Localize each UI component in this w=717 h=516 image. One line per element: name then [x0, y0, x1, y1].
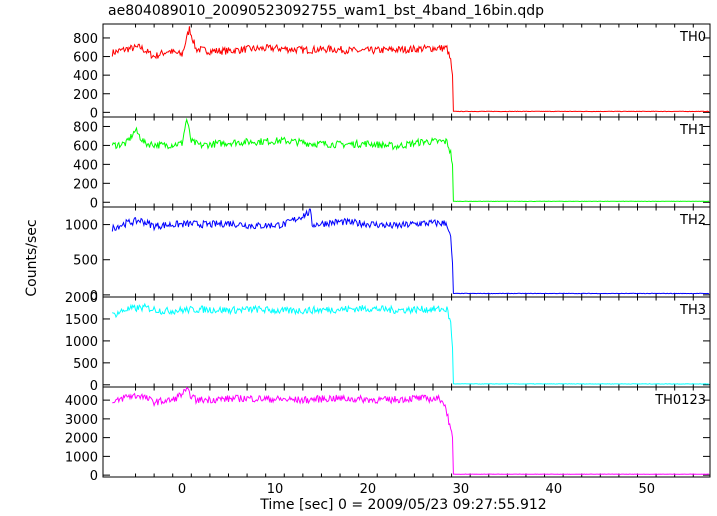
panel-frame-th0123 [102, 386, 711, 478]
y-tick-label: 0 [90, 469, 98, 484]
y-tick-label: 400 [73, 158, 98, 173]
y-tick-label: 0 [90, 196, 98, 211]
panel-label-th2: TH2 [679, 213, 706, 228]
x-tick-label: 0 [178, 482, 186, 497]
x-tick-label: 20 [360, 482, 377, 497]
chart-title: ae804089010_20090523092755_wam1_bst_4ban… [108, 3, 545, 19]
y-tick-label: 600 [73, 51, 98, 66]
y-tick-label: 500 [73, 254, 98, 269]
panel-label-th3: TH3 [679, 303, 706, 318]
series-line-th0123 [112, 386, 710, 475]
y-tick-label: 1000 [65, 219, 98, 234]
y-tick-label: 200 [73, 88, 98, 103]
y-tick-label: 0 [90, 379, 98, 394]
y-tick-label: 1500 [65, 313, 98, 328]
x-tick-label: 40 [546, 482, 563, 497]
x-tick-label: 50 [639, 482, 656, 497]
y-tick-label: 0 [90, 289, 98, 304]
y-tick-label: 4000 [65, 394, 98, 409]
y-tick-label: 400 [73, 69, 98, 84]
y-tick-label: 500 [73, 357, 98, 372]
series-line-th3 [112, 302, 710, 385]
y-tick-label: 3000 [65, 413, 98, 428]
series-line-th0 [111, 26, 710, 113]
panel-label-th0: TH0 [679, 30, 706, 45]
y-tick-label: 200 [73, 177, 98, 192]
panel-label-th1: TH1 [679, 123, 706, 138]
y-tick-label: 2000 [65, 432, 98, 447]
y-tick-label: 1000 [65, 450, 98, 465]
y-tick-label: 800 [73, 120, 98, 135]
panel-label-th0123: TH0123 [654, 393, 706, 408]
x-tick-label: 10 [267, 482, 284, 497]
panel-frame-th0 [102, 23, 711, 118]
y-tick-label: 600 [73, 139, 98, 154]
x-axis-label: Time [sec] 0 = 2009/05/23 09:27:55.912 [260, 497, 547, 513]
y-tick-label: 1000 [65, 335, 98, 350]
panel-frame-th1 [102, 116, 711, 208]
y-tick-label: 2000 [65, 291, 98, 306]
series-line-th1 [111, 117, 710, 203]
y-tick-label: 800 [73, 32, 98, 47]
y-tick-label: 0 [90, 106, 98, 121]
series-line-th2 [111, 208, 710, 295]
x-tick-label: 30 [453, 482, 470, 497]
